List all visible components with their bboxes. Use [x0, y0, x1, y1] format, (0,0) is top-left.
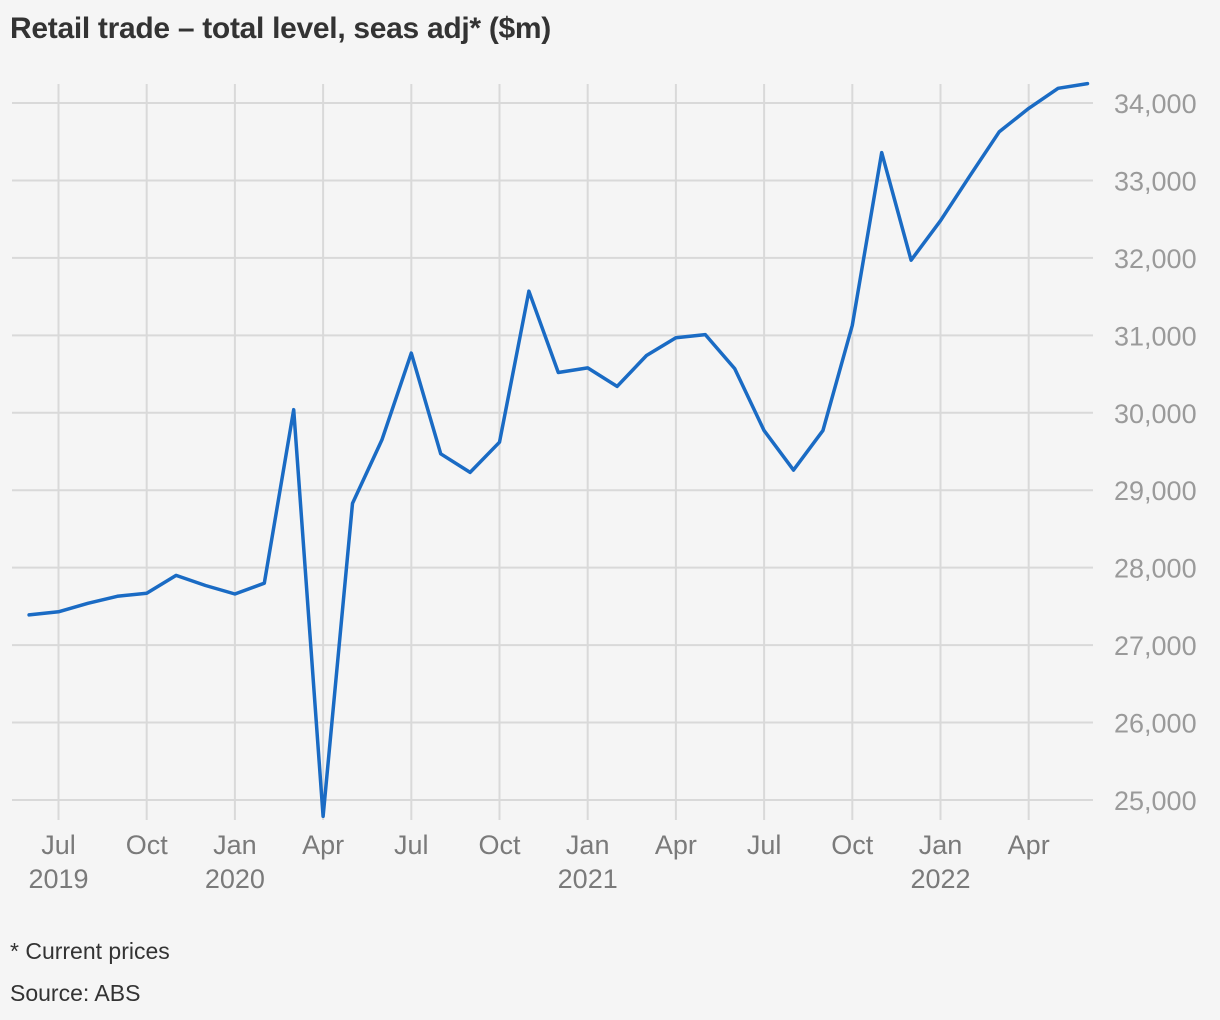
series-layer — [27, 81, 1090, 819]
x-tick-label: Jul — [41, 830, 76, 860]
y-tick-label: 28,000 — [1114, 554, 1197, 584]
x-tick-label: Jul — [394, 830, 429, 860]
line-chart: 25,000 26,000 27,000 28,000 29,000 30,000 31,0… — [12, 81, 1197, 894]
y-tick-label: 25,000 — [1114, 786, 1197, 816]
y-tick-label: 31,000 — [1114, 321, 1197, 351]
y-tick-label: 30,000 — [1114, 399, 1197, 429]
y-tick-label: 34,000 — [1114, 89, 1197, 119]
y-tick-label: 27,000 — [1114, 631, 1197, 661]
x-tick-year-label: 2022 — [910, 864, 970, 894]
series-line — [27, 81, 1090, 819]
footnote: * Current prices — [10, 938, 170, 964]
x-tick-label: Oct — [831, 830, 874, 860]
x-tick-label: Apr — [302, 830, 344, 860]
x-tick-year-label: 2020 — [205, 864, 265, 894]
grid-layer — [12, 84, 1093, 820]
x-tick-label: Jul — [747, 830, 782, 860]
y-tick-label: 26,000 — [1114, 709, 1197, 739]
x-axis: Jul 2019 Oct Jan 2020 Apr Jul Oct Jan 2021 Apr Jul O… — [28, 830, 1049, 894]
x-tick-label: Jan — [213, 830, 257, 860]
x-tick-label: Apr — [1008, 830, 1050, 860]
x-tick-label: Oct — [126, 830, 169, 860]
x-tick-year-label: 2019 — [28, 864, 88, 894]
y-tick-label: 32,000 — [1114, 244, 1197, 274]
x-tick-label: Jan — [919, 830, 963, 860]
x-tick-label: Jan — [566, 830, 610, 860]
x-tick-label: Oct — [478, 830, 521, 860]
y-tick-label: 29,000 — [1114, 476, 1197, 506]
x-tick-year-label: 2021 — [558, 864, 618, 894]
x-tick-label: Apr — [655, 830, 697, 860]
y-axis: 25,000 26,000 27,000 28,000 29,000 30,000 31,0… — [1114, 89, 1197, 816]
y-tick-label: 33,000 — [1114, 166, 1197, 196]
chart-title: Retail trade – total level, seas adj* ($… — [10, 12, 551, 45]
source-note: Source: ABS — [10, 980, 141, 1006]
